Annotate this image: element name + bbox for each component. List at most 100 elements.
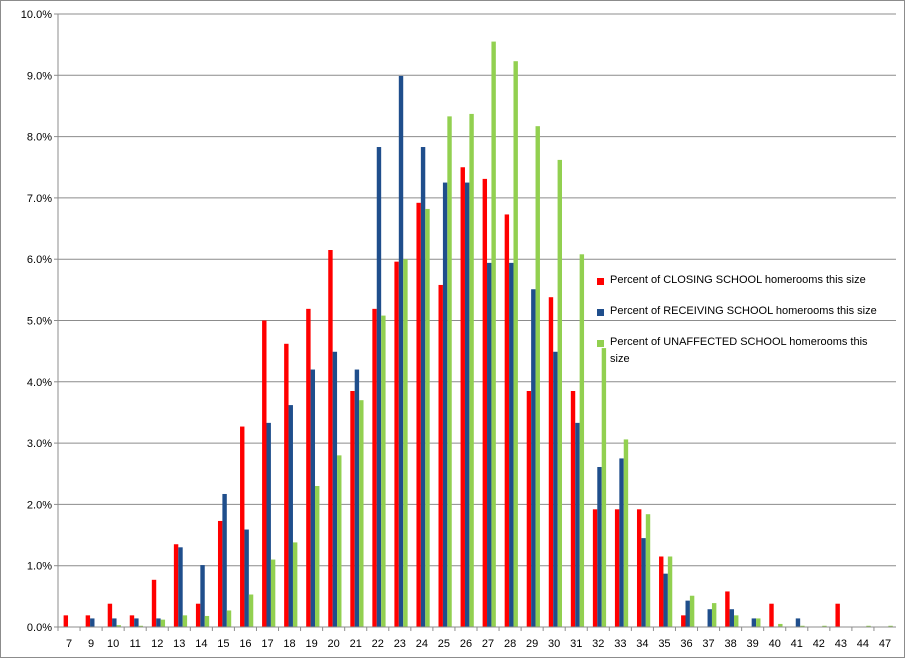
- x-tick-label: 35: [658, 638, 670, 650]
- x-tick-label: 47: [879, 638, 891, 650]
- y-tick-label: 10.0%: [21, 9, 52, 21]
- bar-receiving-29: [531, 289, 536, 627]
- x-tick-label: 14: [195, 638, 207, 650]
- y-tick-label: 9.0%: [27, 70, 52, 82]
- bar-unaffected-42: [822, 625, 827, 627]
- legend-label-closing: Percent of CLOSING SCHOOL homerooms this…: [610, 274, 866, 286]
- y-tick-label: 6.0%: [27, 254, 52, 266]
- bar-receiving-38: [729, 609, 735, 627]
- legend-label-unaffected: Percent of UNAFFECTED SCHOOL homerooms t…: [610, 336, 868, 365]
- bar-unaffected-36: [689, 595, 695, 627]
- bar-unaffected-39: [756, 618, 761, 627]
- y-tick-label: 7.0%: [27, 193, 52, 205]
- bar-receiving-41: [795, 618, 801, 627]
- x-tick-label: 19: [305, 638, 317, 650]
- x-tick-label: 39: [747, 638, 759, 650]
- bar-closing-26: [460, 167, 465, 627]
- legend-label-receiving: Percent of RECEIVING SCHOOL homerooms th…: [610, 305, 877, 317]
- bar-closing-23: [394, 261, 399, 627]
- x-tick-label: 12: [151, 638, 163, 650]
- bar-closing-10: [107, 603, 113, 627]
- bar-unaffected-31: [579, 254, 585, 627]
- legend-item-receiving: Percent of RECEIVING SCHOOL homerooms th…: [597, 303, 887, 320]
- bar-closing-22: [372, 308, 377, 627]
- bar-receiving-35: [663, 573, 668, 627]
- y-tick-labels: 0.0% 1.0% 2.0% 3.0% 4.0% 5.0% 6.0% 7.0% 8.0% 9.0%…: [21, 9, 52, 634]
- bar-receiving-21: [354, 369, 360, 627]
- bar-closing-30: [548, 297, 554, 627]
- bar-unaffected-33: [623, 439, 629, 627]
- bar-unaffected-35: [667, 556, 673, 627]
- x-tick-label: 25: [438, 638, 450, 650]
- x-tick-label: 38: [724, 638, 736, 650]
- bar-unaffected-32: [601, 348, 607, 627]
- bar-unaffected-40: [778, 623, 783, 627]
- x-tick-label: 29: [526, 638, 538, 650]
- bar-closing-28: [504, 214, 510, 628]
- bar-unaffected-15: [226, 610, 232, 627]
- bar-unaffected-21: [359, 400, 364, 627]
- bar-receiving-14: [200, 565, 205, 627]
- x-tick-label: 33: [614, 638, 626, 650]
- bar-receiving-31: [575, 422, 580, 627]
- bar-unaffected-47: [888, 625, 893, 627]
- bar-closing-16: [240, 426, 245, 627]
- bar-unaffected-27: [491, 41, 496, 627]
- x-tick-label: 40: [769, 638, 781, 650]
- bar-closing-17: [262, 320, 267, 627]
- bar-receiving-39: [751, 618, 757, 627]
- x-tick-label: 22: [372, 638, 384, 650]
- x-tick-label: 20: [328, 638, 340, 650]
- bar-receiving-10: [112, 618, 117, 627]
- x-tick-label: 21: [350, 638, 362, 650]
- legend-item-closing: Percent of CLOSING SCHOOL homerooms this…: [597, 272, 887, 289]
- x-tick-label: 24: [416, 638, 428, 650]
- x-tick-label: 42: [813, 638, 825, 650]
- x-tick-label: 30: [548, 638, 560, 650]
- bar-closing-32: [592, 509, 598, 627]
- x-tick-label: 15: [217, 638, 229, 650]
- bar-receiving-24: [420, 147, 426, 627]
- bar-unaffected-24: [425, 208, 430, 627]
- legend: Percent of CLOSING SCHOOL homerooms this…: [597, 272, 887, 382]
- bar-unaffected-25: [447, 116, 452, 627]
- bar-receiving-17: [266, 422, 271, 627]
- y-tick-label: 4.0%: [27, 377, 52, 389]
- x-tick-labels: 7 9 10 11 12 13 14 15 16 17 18 19 20 21 22 23 24 25 26 27 28…: [66, 638, 891, 650]
- bar-receiving-27: [487, 262, 492, 627]
- x-tick-label: 10: [107, 638, 119, 650]
- y-tick-label: 0.0%: [27, 622, 52, 634]
- bar-unaffected-28: [513, 61, 518, 628]
- y-tick-label: 1.0%: [27, 561, 52, 573]
- bar-unaffected-22: [381, 315, 386, 627]
- bar-unaffected-23: [403, 259, 408, 627]
- bar-closing-14: [195, 603, 201, 627]
- bar-closing-31: [570, 390, 576, 627]
- axes: [54, 13, 896, 631]
- bar-receiving-22: [376, 147, 382, 627]
- bar-receiving-16: [244, 529, 249, 627]
- x-tick-label: 34: [636, 638, 648, 650]
- bar-receiving-18: [288, 405, 293, 627]
- bar-receiving-36: [685, 600, 690, 627]
- bar-closing-33: [614, 509, 620, 627]
- bar-closing-34: [636, 509, 642, 627]
- bar-unaffected-17: [270, 559, 276, 627]
- bar-receiving-33: [619, 458, 624, 627]
- x-tick-label: 23: [394, 638, 406, 650]
- x-tick-label: 27: [482, 638, 494, 650]
- legend-swatch-unaffected: [597, 340, 604, 347]
- bar-unaffected-18: [292, 542, 298, 627]
- bar-closing-21: [350, 390, 355, 627]
- bar-unaffected-44: [866, 625, 871, 627]
- bar-unaffected-13: [182, 615, 188, 627]
- bar-unaffected-26: [469, 113, 474, 627]
- bar-unaffected-34: [645, 514, 651, 627]
- bar-receiving-20: [332, 351, 338, 627]
- bar-unaffected-37: [711, 603, 717, 627]
- y-tick-label: 2.0%: [27, 499, 52, 511]
- bar-closing-43: [835, 603, 840, 627]
- bar-closing-11: [129, 615, 135, 627]
- bar-receiving-26: [464, 182, 470, 627]
